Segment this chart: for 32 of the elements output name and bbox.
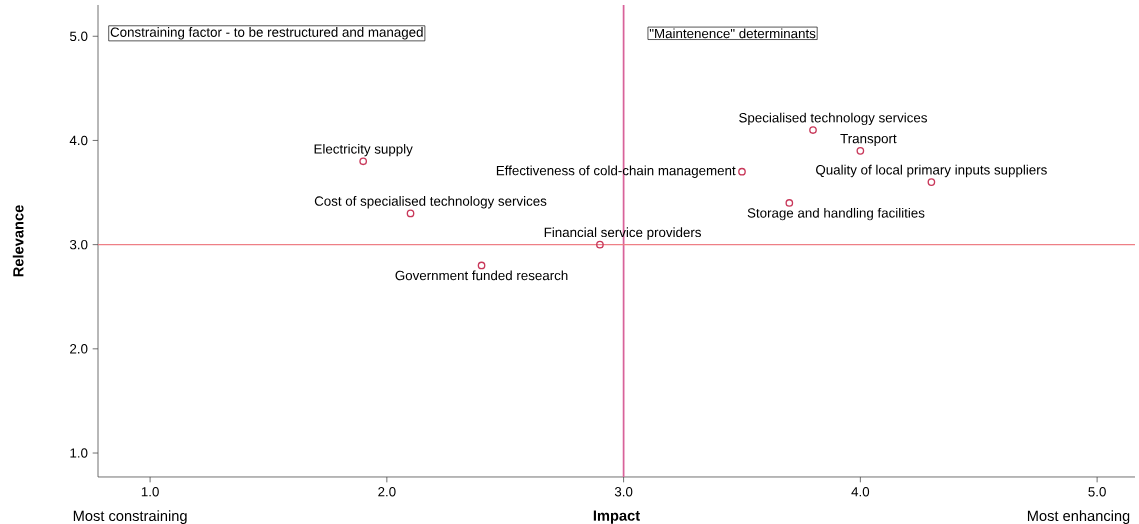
point [477,261,486,270]
point [809,126,817,134]
annotation: Transport [840,133,897,146]
annotation: Specialised technology services [739,112,927,126]
y-tick-label: 1.0 [70,448,88,458]
y-tick-label: 5.0 [69,31,88,41]
annotation: Government funded research [395,270,568,281]
point [406,209,415,218]
text: Most constraining [73,510,187,524]
x-tick-label: 1.0 [141,487,159,497]
point [856,146,865,155]
annotation: Electricity supply [314,143,413,157]
annotation: Constraining factor - to be restructured and managed [110,27,423,40]
point [359,157,368,166]
x-axis-title: Impact [593,510,640,524]
y-axis-title: Relevance [12,205,24,277]
annotation: Quality of local primary inputs suppliers [816,164,1047,178]
y-tick-label: 4.0 [69,135,88,146]
annotation: Storage and handling facilities [747,207,925,221]
annotation: "Maintenence" determinants [649,28,816,39]
annotation: Cost of specialised technology services [314,196,547,209]
point [785,199,794,207]
x-tick-label: 3.0 [614,487,633,497]
y-tick-label: 2.0 [70,344,88,354]
point [738,167,746,176]
point [596,240,604,249]
text: Most enhancing [1027,510,1130,524]
x-tick-label: 4.0 [851,487,870,497]
x-tick-label: 5.0 [1088,487,1106,497]
point [927,178,936,186]
x-tick-label: 2.0 [378,487,396,497]
y-tick-label: 3.0 [69,239,88,250]
